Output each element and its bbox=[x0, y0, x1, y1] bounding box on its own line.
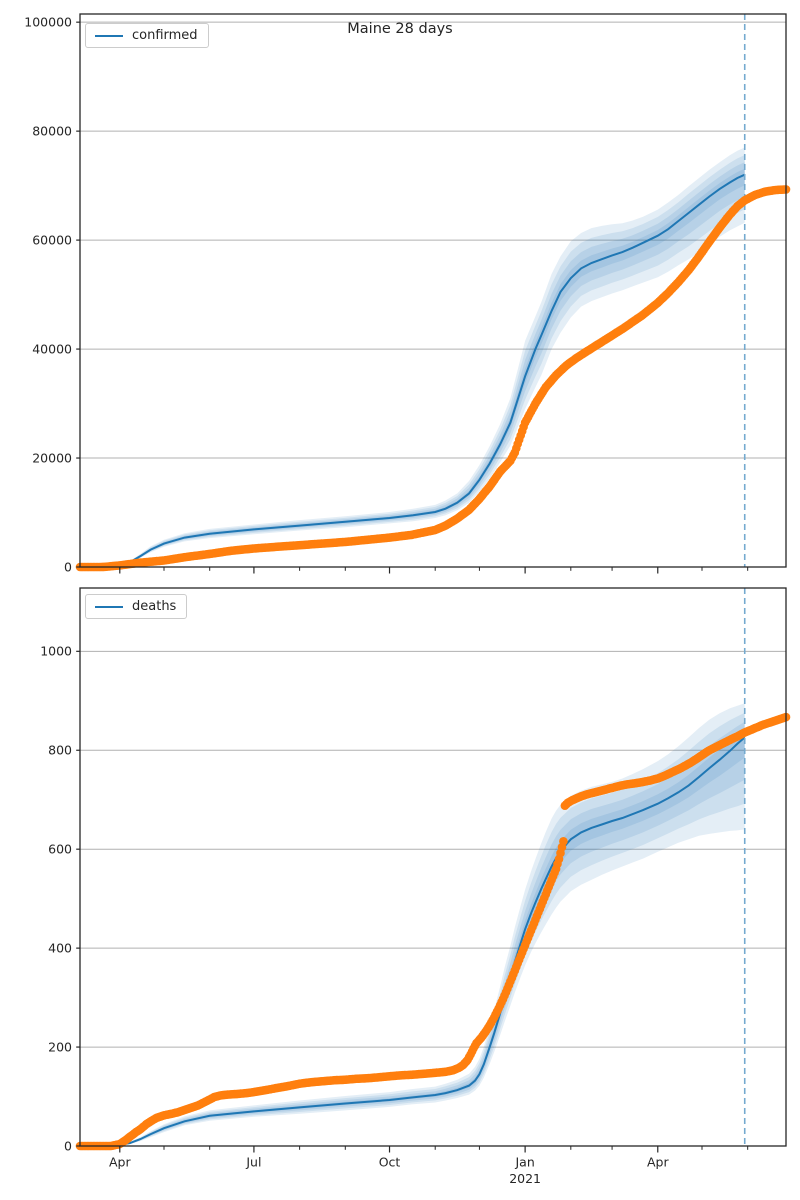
svg-text:40000: 40000 bbox=[32, 341, 72, 356]
svg-text:400: 400 bbox=[48, 940, 72, 955]
gridlines bbox=[80, 21, 786, 459]
svg-text:Jan: Jan bbox=[514, 1155, 534, 1170]
y-axis-ticks: 0 200 400 600 800 1000 bbox=[40, 644, 80, 1153]
confirmed-axes: 0 20000 40000 60000 80000 100000 bbox=[24, 13, 791, 574]
svg-text:600: 600 bbox=[48, 841, 72, 856]
uncertainty-bands bbox=[80, 703, 745, 1146]
x-axis-ticks bbox=[119, 567, 749, 574]
confirmed-model-line bbox=[79, 173, 746, 568]
x-axis-ticks: Apr Jul Oct Jan Apr 2021 bbox=[109, 1146, 749, 1186]
y-axis-ticks: 0 20000 40000 60000 80000 100000 bbox=[24, 14, 80, 574]
chart-title: Maine 28 days bbox=[347, 21, 453, 37]
legend-line-sample-icon bbox=[95, 605, 123, 608]
svg-text:0: 0 bbox=[64, 559, 72, 574]
svg-text:100000: 100000 bbox=[24, 14, 72, 29]
deaths-model-line bbox=[79, 736, 746, 1147]
gridlines bbox=[80, 650, 786, 1048]
svg-text:20000: 20000 bbox=[32, 450, 72, 465]
svg-text:0: 0 bbox=[64, 1138, 72, 1153]
svg-text:Oct: Oct bbox=[379, 1155, 401, 1170]
axes-frame bbox=[79, 13, 787, 568]
deaths-axes: 0 200 400 600 800 1000 Apr Jul Oct Jan Apr 2021 bbox=[40, 587, 791, 1186]
svg-text:1000: 1000 bbox=[40, 644, 72, 659]
uncertainty-bands bbox=[80, 147, 745, 567]
legend-label-deaths: deaths bbox=[132, 599, 177, 614]
year-label: 2021 bbox=[509, 1171, 541, 1186]
legend-line-sample-icon bbox=[95, 34, 123, 37]
svg-text:800: 800 bbox=[48, 743, 72, 758]
axes-frame bbox=[79, 587, 787, 1147]
svg-text:80000: 80000 bbox=[32, 123, 72, 138]
svg-text:Apr: Apr bbox=[109, 1155, 131, 1170]
svg-text:Jul: Jul bbox=[245, 1155, 261, 1170]
svg-text:Apr: Apr bbox=[647, 1155, 669, 1170]
legend-label-confirmed: confirmed bbox=[132, 28, 198, 43]
legend-confirmed: confirmed bbox=[85, 23, 209, 48]
svg-text:60000: 60000 bbox=[32, 232, 72, 247]
svg-text:200: 200 bbox=[48, 1039, 72, 1054]
confirmed-actual-dots bbox=[75, 185, 791, 572]
deaths-actual-dots bbox=[75, 712, 791, 1151]
legend-deaths: deaths bbox=[85, 594, 188, 619]
